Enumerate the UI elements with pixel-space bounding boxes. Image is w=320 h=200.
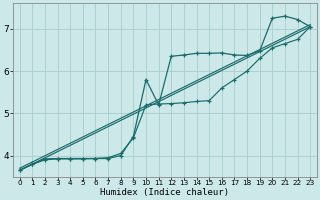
X-axis label: Humidex (Indice chaleur): Humidex (Indice chaleur) — [100, 188, 229, 197]
